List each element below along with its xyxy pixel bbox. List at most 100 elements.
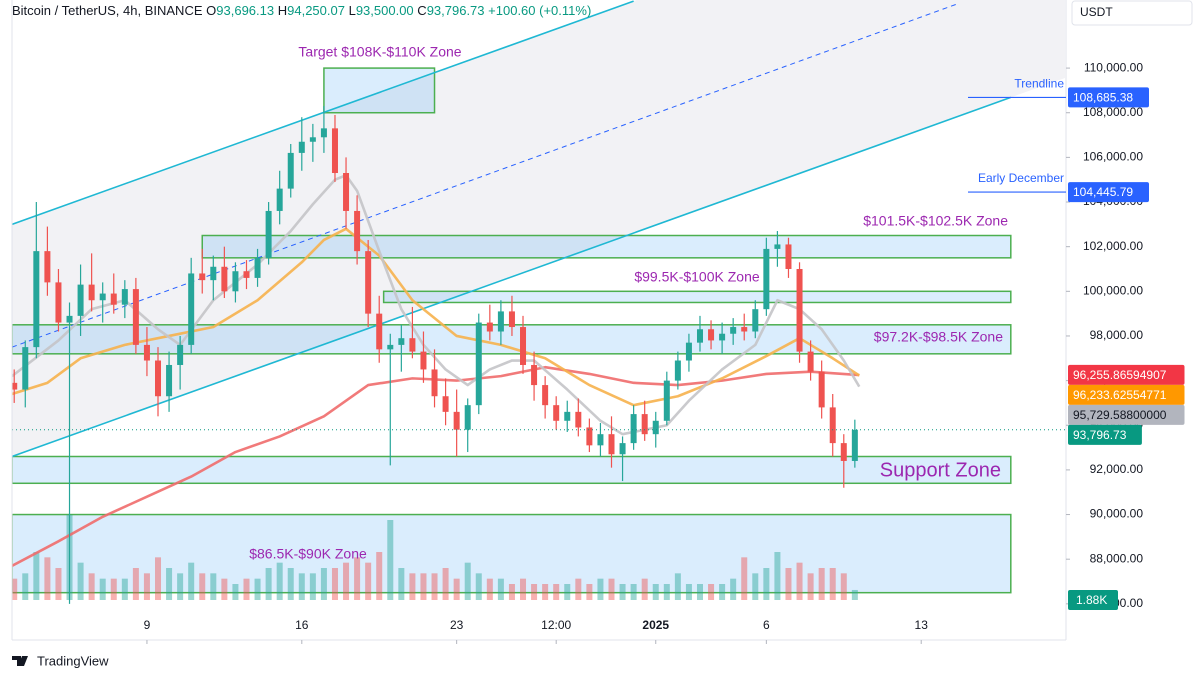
volume-bar: [387, 520, 394, 600]
candle-body: [221, 266, 228, 292]
zone-label: $101.5K-$102.5K Zone: [863, 213, 1008, 229]
candle-body: [387, 344, 394, 350]
volume-bar: [597, 578, 604, 600]
volume-bar: [409, 573, 416, 600]
volume-bar: [343, 562, 350, 600]
candle-body: [497, 311, 504, 332]
candle-body: [420, 351, 427, 370]
volume-bar: [630, 584, 637, 600]
candle-body: [531, 364, 538, 386]
volume-bar: [696, 584, 703, 600]
volume-bar: [298, 573, 305, 600]
volume-bar: [265, 568, 272, 600]
candle-body: [343, 173, 350, 211]
candle-body: [829, 407, 836, 444]
volume-bar: [431, 573, 438, 600]
candle-body: [398, 338, 405, 345]
candle-body: [807, 351, 814, 372]
moving-average: [12, 173, 861, 436]
x-tick-label: 12:00: [541, 618, 571, 632]
volume-bar: [531, 584, 538, 600]
candle-body: [763, 248, 770, 310]
y-tick-label: 110,000.00: [1084, 60, 1143, 74]
ohlc-value: 93,500.00: [356, 3, 414, 18]
volume-bar: [287, 568, 294, 600]
candle-body: [44, 251, 51, 283]
candle-body: [276, 188, 283, 211]
volume-bar: [752, 573, 759, 600]
candle-body: [431, 369, 438, 397]
volume-bar: [33, 552, 40, 600]
volume-bar: [254, 578, 261, 600]
volume-bar: [851, 589, 858, 600]
candle-body: [331, 128, 338, 174]
candle-body: [652, 420, 659, 435]
volume-bar: [221, 578, 228, 600]
volume-bar: [641, 578, 648, 600]
ohlc-key: O: [206, 3, 216, 18]
brand-name: TradingView: [37, 653, 109, 668]
candle-body: [199, 273, 206, 281]
volume-bar: [785, 568, 792, 600]
x-tick-label: 2025: [642, 618, 669, 632]
overlay: USDT TradingView Trendline 108,685.38 Earl…: [12, 0, 1193, 668]
currency-box: [1071, 0, 1193, 26]
moving-average: [12, 227, 860, 407]
volume-bar: [143, 573, 150, 600]
volume-bar: [508, 584, 515, 600]
candle-body: [287, 152, 294, 189]
volume-bar: [309, 573, 316, 600]
volume-bar: [475, 573, 482, 600]
volume-bar: [188, 562, 195, 600]
price-badge: [1068, 424, 1142, 445]
volume-bar: [542, 584, 549, 600]
candle-body: [730, 327, 737, 334]
candle-body: [586, 427, 593, 446]
candle-body: [553, 405, 560, 421]
channel-line: [12, 2, 959, 348]
volume-bar: [486, 578, 493, 600]
x-tick-label: 23: [450, 618, 464, 632]
candle-body: [608, 434, 615, 455]
candle-body: [166, 364, 173, 397]
volume-bar: [553, 584, 560, 600]
volume-bar: [674, 573, 681, 600]
candle-body: [55, 282, 62, 323]
volume-bar: [497, 578, 504, 600]
price-badge-label: 96,233.62554771: [1073, 388, 1167, 402]
ohlc-value: 93,696.13: [216, 3, 274, 18]
zone-label: Support Zone: [880, 459, 1001, 481]
volume-bar: [685, 584, 692, 600]
volume-bar: [99, 578, 106, 600]
volume-bar: [331, 568, 338, 600]
y-tick-label: 98,000.00: [1090, 328, 1144, 342]
y-tick-label: 102,000.00: [1083, 239, 1143, 253]
volume-bar: [442, 568, 449, 600]
x-tick-label: 9: [144, 618, 151, 632]
volume-bar: [243, 578, 250, 600]
candle-body: [442, 396, 449, 412]
volume-bar: [110, 578, 117, 600]
volume-bar: [608, 578, 615, 600]
candle-body: [840, 443, 847, 461]
volume-bar: [376, 552, 383, 600]
zone: [12, 513, 1012, 594]
ohlc-key: L: [349, 3, 356, 18]
candle-body: [674, 360, 681, 381]
candle-body: [188, 273, 195, 345]
price-badge-label: 93,796.73: [1073, 428, 1127, 442]
volume-bar: [177, 573, 184, 600]
candle-body: [77, 284, 84, 316]
candle-body: [564, 411, 571, 421]
volume-bar: [232, 584, 239, 600]
candle-body: [265, 210, 272, 258]
volume-bar: [741, 557, 748, 600]
volume-bar: [398, 568, 405, 600]
price-badge-label: 104,445.79: [1073, 185, 1133, 199]
x-tick-label: 13: [915, 618, 929, 632]
candle-body: [232, 271, 239, 292]
volume-bar: [320, 568, 327, 600]
candle-body: [752, 309, 759, 332]
candle-body: [708, 329, 715, 341]
